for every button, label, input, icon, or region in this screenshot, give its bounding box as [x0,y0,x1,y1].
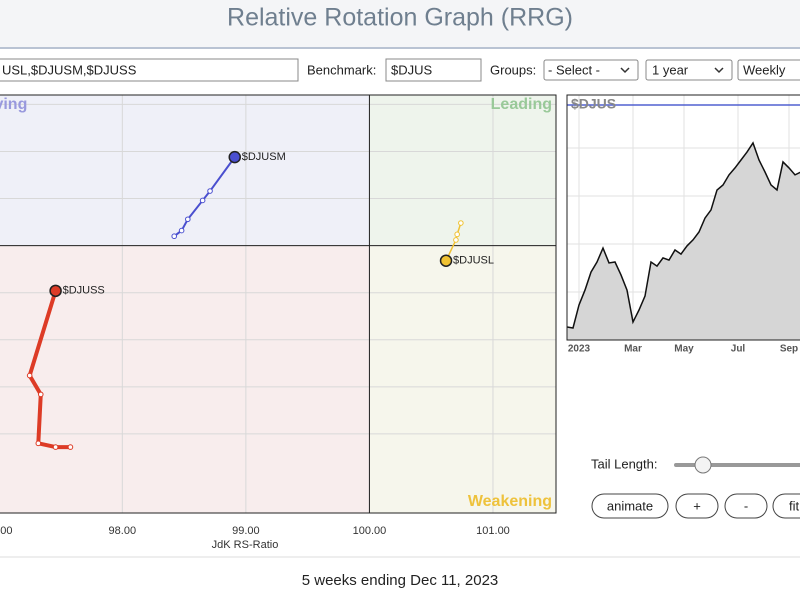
tail-point [52,444,59,450]
price-chart: 2023 Mar May Jul Sep $DJUS [566,94,800,355]
period-select[interactable] [645,59,733,81]
header-bar [0,0,800,48]
chevron [714,67,724,74]
page-title: Relative Rotation Graph (RRG) [227,4,573,32]
button-label: fit [789,498,800,513]
tail-point [454,231,460,238]
tail-head [49,284,62,298]
button[interactable] [772,493,800,519]
tail-point [171,233,178,240]
button-label: animate [607,498,653,513]
tail-point [199,197,206,204]
symbols-text: USL,$DJUSM,$DJUSS [2,62,137,77]
tail-point [26,372,33,379]
footer-status: 5 weeks ending Dec 11, 2023 [302,572,499,589]
rrg-plot: Improving Leading Weakening $DJUSM $DJUSS… [0,95,556,513]
benchmark-input[interactable] [385,58,482,82]
button-label: + [693,498,701,513]
x-tick-label: Mar [624,344,642,355]
price-area [567,142,800,340]
groups-select[interactable] [543,59,639,81]
button-row: animate + - fit [591,493,800,519]
button-label: - [744,498,748,513]
price-plot [567,95,800,340]
x-tick-label: Jul [731,344,746,355]
series-label: $DJUSM [242,151,286,163]
series-label: $DJUSL [453,255,494,267]
groups-label: Groups: [490,62,536,77]
tail-point [37,391,44,398]
x-axis-label: JdK RS-Ratio [212,539,279,551]
rrg-frame [0,94,557,514]
slider-knob[interactable] [694,456,712,474]
frequency-select[interactable] [737,59,800,81]
tail-point [207,188,213,194]
symbols-input[interactable] [0,58,299,82]
quadrant-improving [0,95,370,246]
benchmark-label: Benchmark: [307,62,376,77]
quadrant-leading [369,95,556,246]
button[interactable] [724,493,768,519]
period-text: 1 year [652,62,689,77]
x-tick-label: 97.00 [0,525,13,537]
price-label: $DJUS [571,96,616,112]
frequency-text: Weekly [743,62,786,77]
x-tick-label: 99.00 [232,525,260,537]
price-line [567,141,800,329]
tail-point [458,220,464,226]
button[interactable] [675,493,719,519]
x-tick-label: 100.00 [353,525,387,537]
x-tick-label: Sep [780,344,798,355]
benchmark-text: $DJUS [391,62,433,77]
groups-text: - Select - [548,62,600,77]
x-tick-label: 2023 [568,344,591,355]
x-tick-label: May [674,344,694,355]
quadrant-label: Improving [0,96,27,113]
tail-head [439,254,453,267]
tail-point [185,216,191,223]
tail [445,222,462,262]
tail-length-label: Tail Length: [591,456,658,471]
x-tick-label: 98.00 [109,525,137,537]
price-frame [566,94,800,341]
tail-head [228,150,242,164]
button[interactable] [591,493,669,519]
tail-point [178,227,185,234]
quadrant-label: Weakening [468,493,552,510]
tail-point [67,444,74,450]
quadrant-weakening [369,245,556,513]
quadrant-label: Leading [491,96,552,113]
x-tick-label: 101.00 [476,525,510,537]
series-label: $DJUSS [63,285,105,297]
tail-point [453,237,459,243]
chevron [620,67,630,74]
tail-point [35,440,42,447]
